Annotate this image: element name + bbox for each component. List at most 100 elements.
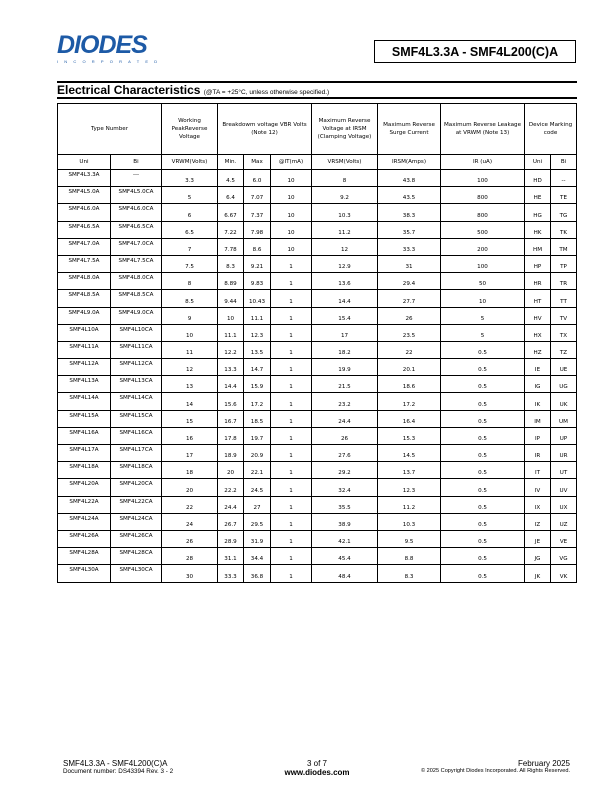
table-cell: 16.4 [377, 409, 442, 428]
table-cell: 1 [270, 272, 313, 291]
table-cell: 30 [161, 564, 219, 583]
table-cell: SMF4L14A [57, 392, 111, 411]
table-row: SMF4L24A SMF4L24CA 24 26.7 29.5 1 38.9 10.3 0.5 I… [57, 512, 578, 531]
subheader-row: Uni Bi VRWM(Volts) Min. Max @IT(mA) VRSM(Volts… [57, 154, 578, 170]
table-cell: 31.9 [243, 529, 272, 549]
table-cell: 8.89 [217, 272, 245, 291]
table-cell: 26 [161, 529, 219, 549]
table-cell: 1 [270, 375, 313, 394]
table-row: SMF4L8.0A SMF4L8.0CA 8 8.89 9.83 1 13.6 29.4 50 H… [57, 272, 578, 291]
table-row: SMF4L11A SMF4L11CA 11 12.2 13.5 1 18.2 22 0.5 HZ T… [57, 340, 578, 360]
table-cell: UR [550, 443, 578, 463]
table-cell: 6.4 [217, 186, 245, 205]
table-cell: SMF4L9.0A [57, 306, 111, 325]
table-cell: 6.0 [243, 168, 272, 188]
table-cell: 7.98 [243, 220, 272, 239]
table-cell: HV [524, 306, 552, 325]
table-cell: 17 [161, 443, 219, 463]
table-cell: 9.2 [311, 186, 379, 205]
table-cell: 26 [311, 426, 379, 446]
table-cell: 43.8 [377, 168, 442, 188]
table-cell: 27 [243, 495, 272, 514]
table-cell: 7.22 [217, 220, 245, 239]
table-cell: 23.2 [311, 392, 379, 411]
footer-right: February 2025 © 2025 Copyright Diodes In… [421, 759, 570, 774]
header-surge-current: Maximum Reverse Surge Current [377, 103, 442, 155]
table-cell: SMF4L6.0A [57, 203, 111, 222]
table-cell: SMF4L30A [57, 564, 111, 583]
header-marking-code: Device Marking code [524, 103, 578, 155]
table-cell: 22.2 [217, 478, 245, 497]
table-cell: 1 [270, 426, 313, 446]
table-cell: HE [524, 186, 552, 205]
table-cell: 8.3 [217, 254, 245, 274]
table-cell: 15.4 [311, 306, 379, 325]
table-cell: TV [550, 306, 578, 325]
table-cell: 10 [161, 323, 219, 342]
table-cell: TG [550, 203, 578, 222]
table-cell: UP [550, 426, 578, 446]
table-row: SMF4L5.0A SMF4L5.0CA 5 6.4 7.07 10 9.2 43.5 800 H… [57, 186, 578, 205]
table-cell: 20.9 [243, 443, 272, 463]
table-cell: 31.1 [217, 547, 245, 566]
section-heading: Electrical Characteristics (@TA = +25°C,… [57, 83, 329, 97]
table-cell: 24.5 [243, 478, 272, 497]
table-cell: 1 [270, 409, 313, 428]
table-row: SMF4L3.3A --- 3.3 4.5 6.0 10 8 43.8 100 HD -- [57, 168, 578, 188]
table-cell: 14.7 [243, 358, 272, 377]
table-cell: 17.2 [243, 392, 272, 411]
table-cell: 29.5 [243, 512, 272, 531]
footer-part-range: SMF4L3.3A - SMF4L200(C)A [63, 759, 168, 768]
table-cell: SMF4L10CA [109, 323, 163, 342]
table-cell: SMF4L26A [57, 529, 111, 549]
table-cell: 15 [161, 409, 219, 428]
table-cell: SMF4L12CA [109, 358, 163, 377]
table-cell: 12.9 [311, 254, 379, 274]
subheader-cell: Min. [217, 154, 245, 170]
table-cell: 15.3 [377, 426, 442, 446]
table-cell: 1 [270, 564, 313, 583]
table-cell: UZ [550, 512, 578, 531]
table-cell: HZ [524, 340, 552, 360]
table-cell: SMF4L26CA [109, 529, 163, 549]
table-cell: HX [524, 323, 552, 342]
table-cell: 29.2 [311, 461, 379, 480]
table-cell: SMF4L15CA [109, 409, 163, 428]
table-cell: 1 [270, 254, 313, 274]
subheader-cell: Bi [550, 154, 578, 170]
table-cell: 38.9 [311, 512, 379, 531]
table-cell: 16.7 [217, 409, 245, 428]
table-cell: IR [524, 443, 552, 463]
header-clamping-voltage: Maximum Reverse Voltage at IRSM (Clampin… [311, 103, 379, 155]
section-rule-top [57, 81, 577, 83]
table-cell: 16 [161, 426, 219, 446]
table-row: SMF4L18A SMF4L18CA 18 20 22.1 1 29.2 13.7 0.5 IT U… [57, 461, 578, 480]
table-cell: IP [524, 426, 552, 446]
table-cell: UG [550, 375, 578, 394]
table-cell: SMF4L28CA [109, 547, 163, 566]
table-cell: IV [524, 478, 552, 497]
table-cell: 8 [161, 272, 219, 291]
table-cell: 6.5 [161, 220, 219, 239]
table-row: SMF4L13A SMF4L13CA 13 14.4 15.9 1 21.5 18.6 0.5 I… [57, 375, 578, 394]
table-cell: 13.6 [311, 272, 379, 291]
table-cell: TR [550, 272, 578, 291]
footer-website[interactable]: www.diodes.com [284, 768, 350, 777]
footer-copyright: © 2025 Copyright Diodes Incorporated. Al… [420, 768, 570, 774]
table-cell: 22 [161, 495, 219, 514]
table-cell: HR [524, 272, 552, 291]
table-cell: 7.5 [161, 254, 219, 274]
table-cell: 0.5 [440, 461, 526, 480]
table-row: SMF4L10A SMF4L10CA 10 11.1 12.3 1 17 23.5 5 HX TX [57, 323, 578, 342]
table-row: SMF4L12A SMF4L12CA 12 13.3 14.7 1 19.9 20.1 0.5 I… [57, 358, 578, 377]
table-cell: 12.3 [243, 323, 272, 342]
table-row: SMF4L26A SMF4L26CA 26 28.9 31.9 1 42.1 9.5 0.5 JE… [57, 529, 578, 549]
table-cell: 45.4 [311, 547, 379, 566]
table-cell: TZ [550, 340, 578, 360]
table-cell: 0.5 [440, 529, 526, 549]
table-cell: 14.4 [311, 289, 379, 308]
table-cell: 1 [270, 443, 313, 463]
table-cell: 800 [440, 186, 526, 205]
table-cell: SMF4L22A [57, 495, 111, 514]
table-cell: 32.4 [311, 478, 379, 497]
